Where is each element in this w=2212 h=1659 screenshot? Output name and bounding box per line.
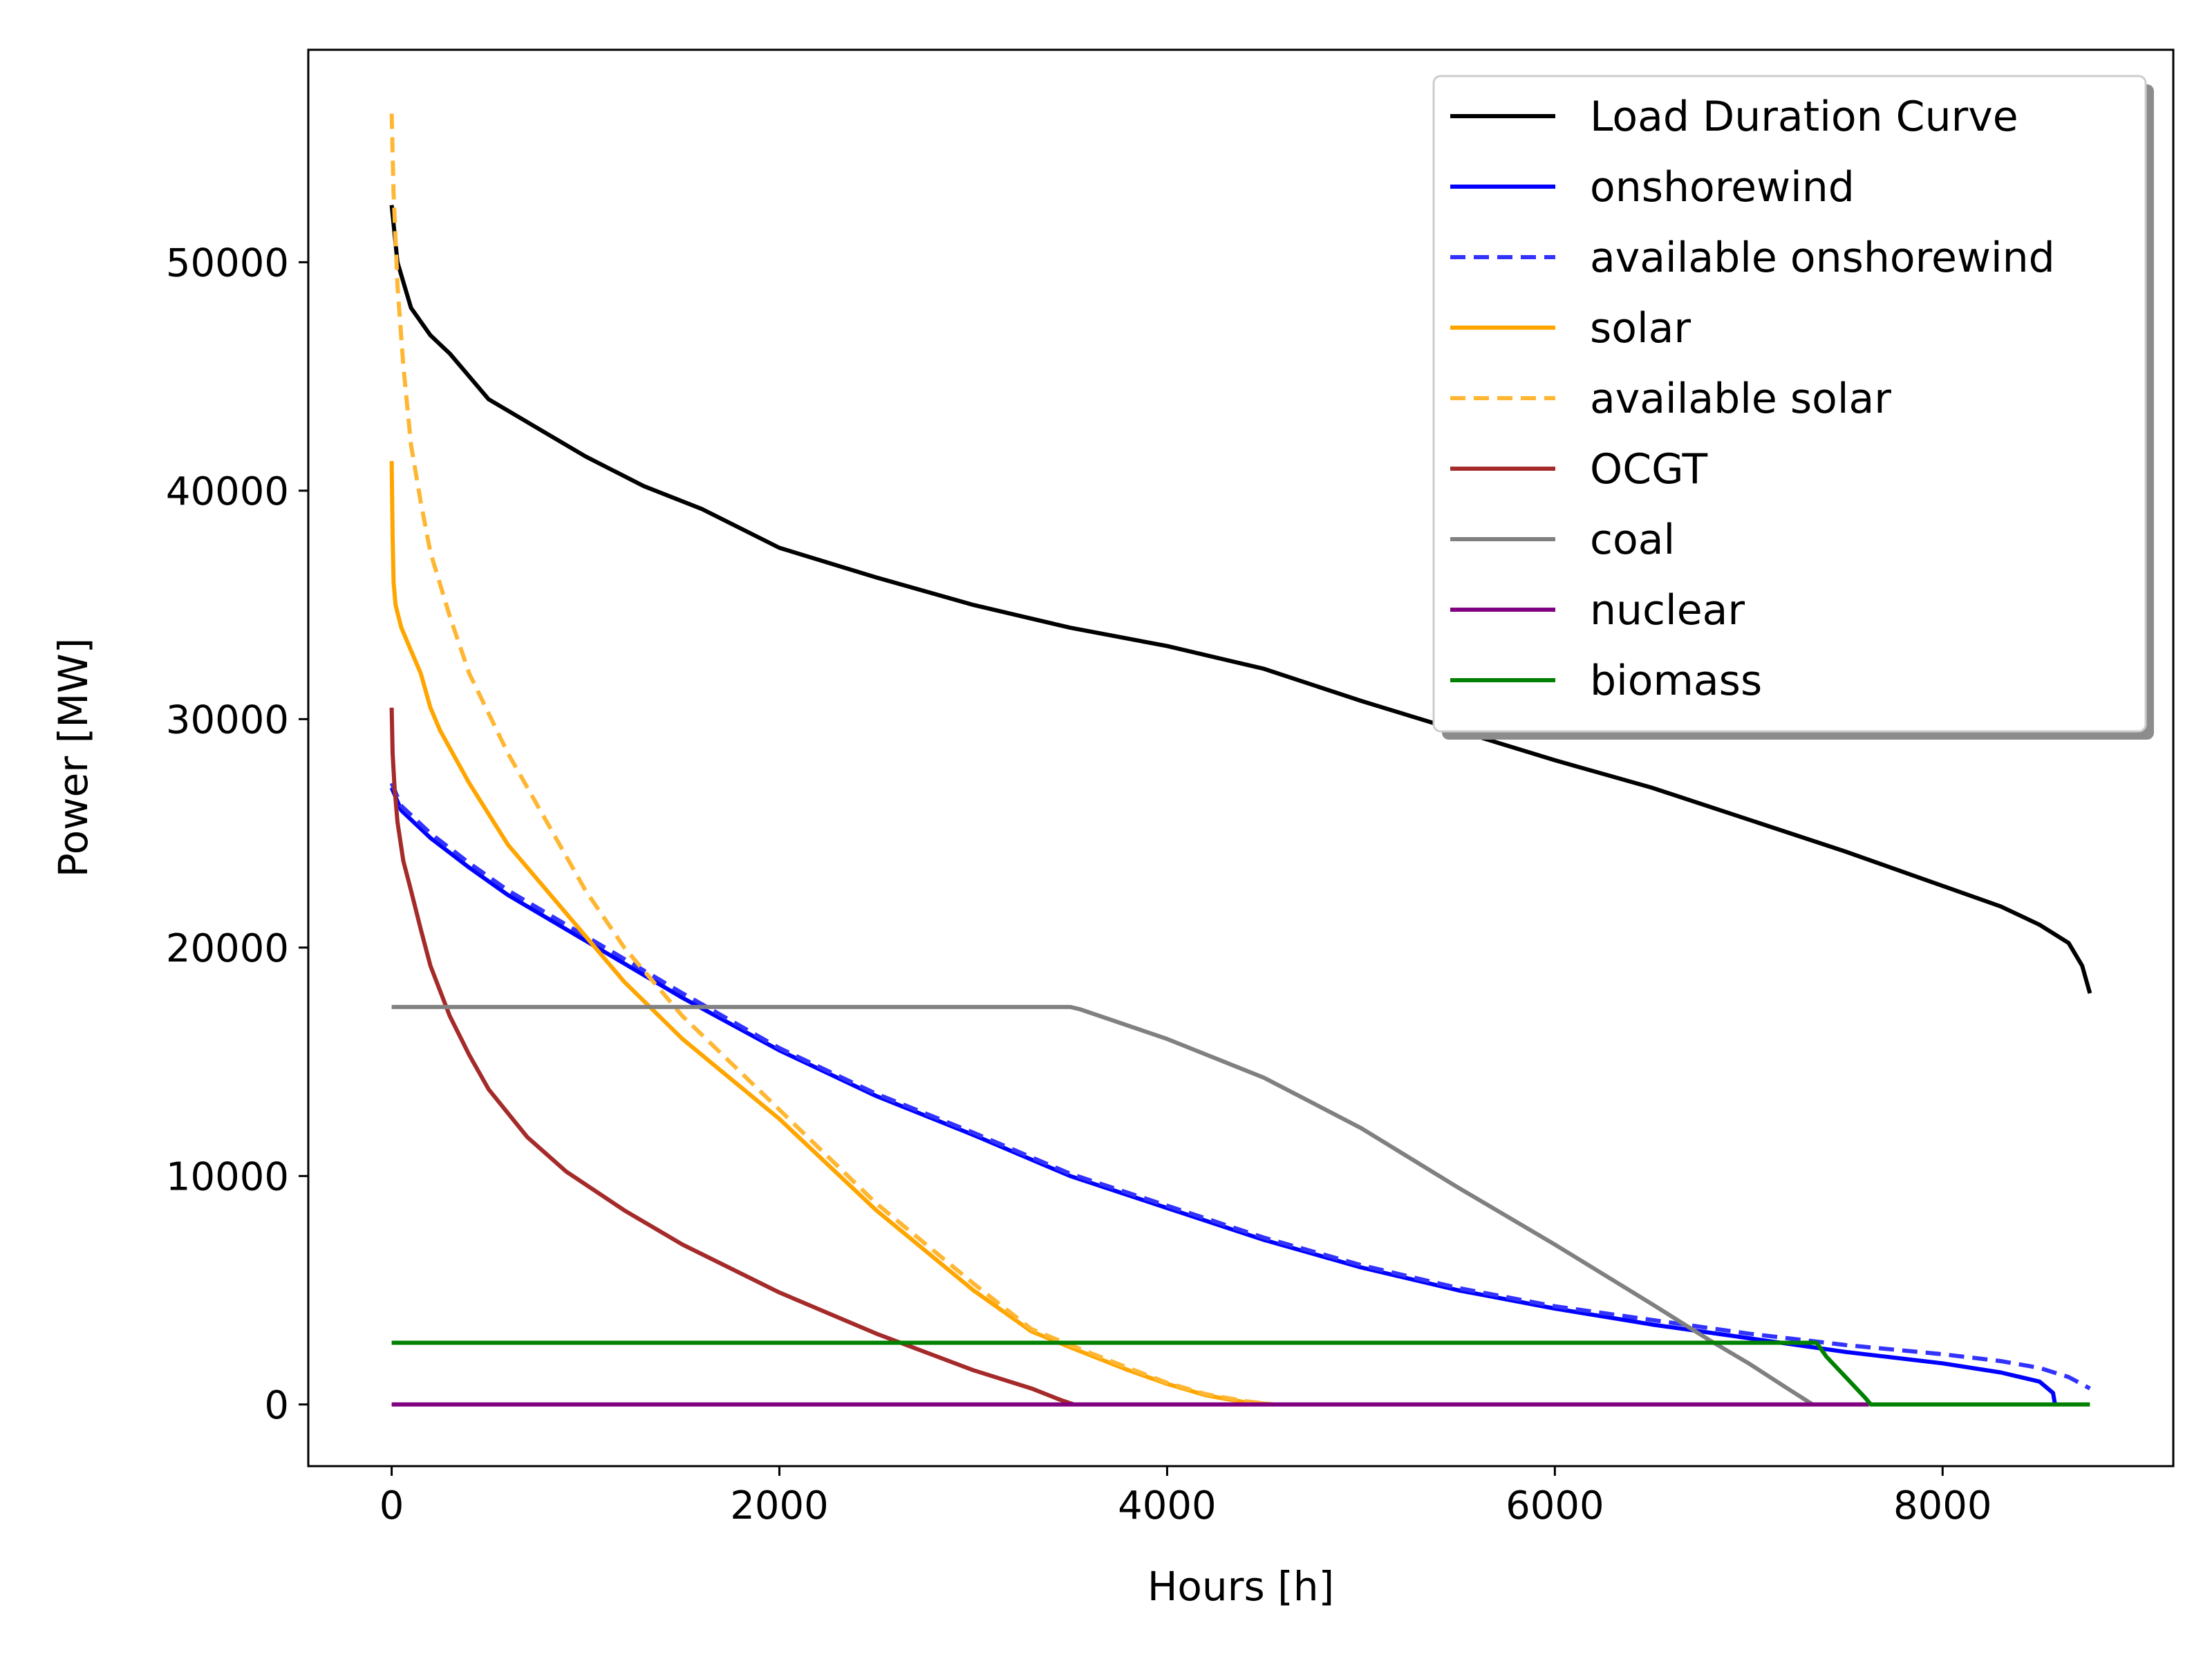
series-line-6 xyxy=(391,1004,1814,1407)
series-line-2 xyxy=(389,782,2091,1391)
y-tick-label: 10000 xyxy=(166,1154,289,1199)
legend-label: OCGT xyxy=(1590,445,1707,494)
series-line-8 xyxy=(391,1340,2090,1407)
y-ticks: 0 10000 20000 30000 40000 50000 xyxy=(166,241,308,1428)
plot-frame xyxy=(307,48,2175,1468)
legend: Load Duration Curve onshorewind available … xyxy=(1432,75,2154,740)
legend-label: coal xyxy=(1590,516,1675,564)
x-tick-label: 8000 xyxy=(1893,1483,1992,1528)
legend-label: available solar xyxy=(1590,375,1891,423)
legend-label: onshorewind xyxy=(1590,163,1855,212)
y-tick-label: 0 xyxy=(264,1383,289,1428)
series-line-1 xyxy=(389,787,2057,1405)
series-line-0 xyxy=(389,205,2092,994)
series-line-3 xyxy=(389,460,1274,1407)
y-tick-label: 50000 xyxy=(166,241,289,285)
legend-label: nuclear xyxy=(1590,586,1745,635)
legend-box xyxy=(1432,75,2147,733)
x-tick-label: 6000 xyxy=(1506,1483,1604,1528)
x-tick-label: 2000 xyxy=(730,1483,829,1528)
x-ticks: 0 2000 4000 6000 8000 xyxy=(379,1466,1992,1528)
legend-label: available onshorewind xyxy=(1590,234,2055,282)
series-line-4 xyxy=(389,113,1275,1407)
x-axis-label: Hours [h] xyxy=(1147,1563,1334,1610)
y-tick-label: 20000 xyxy=(166,926,289,971)
legend-label: solar xyxy=(1590,304,1691,353)
y-axis-label: Power [MW] xyxy=(50,638,97,877)
series-layer xyxy=(389,113,2092,1407)
series-line-5 xyxy=(389,707,1075,1407)
y-tick-label: 40000 xyxy=(166,469,289,514)
legend-label: biomass xyxy=(1590,657,1762,705)
x-tick-label: 0 xyxy=(379,1483,404,1528)
x-tick-label: 4000 xyxy=(1118,1483,1217,1528)
y-tick-label: 30000 xyxy=(166,697,289,742)
legend-label: Load Duration Curve xyxy=(1590,93,2018,141)
